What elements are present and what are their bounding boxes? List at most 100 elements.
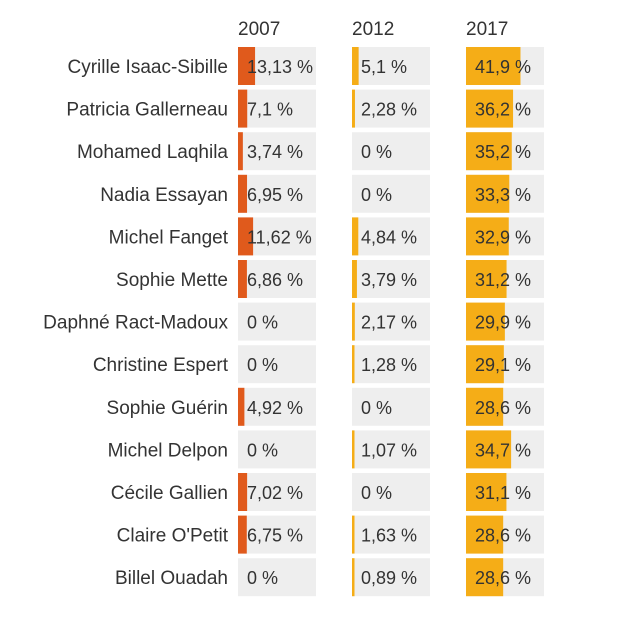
value-label-2007: 7,1 % <box>247 100 293 120</box>
value-label-2012: 0,89 % <box>361 568 417 588</box>
row-label: Patricia Gallerneau <box>66 100 228 121</box>
bar-2012 <box>352 515 355 554</box>
bar-2012 <box>352 430 355 469</box>
bar-2012 <box>352 217 359 256</box>
row-label: Nadia Essayan <box>100 185 228 206</box>
column-header-2012: 2012 <box>352 19 394 40</box>
bar-2007 <box>238 217 254 256</box>
bar-2007 <box>238 515 247 554</box>
bar-track-2012 <box>352 515 430 554</box>
value-label-2017: 28,6 % <box>475 568 531 588</box>
row-label: Cyrille Isaac-Sibille <box>68 57 229 78</box>
bar-2017 <box>466 430 512 469</box>
value-label-2012: 0 % <box>361 142 392 162</box>
value-label-2007: 0 % <box>247 313 278 333</box>
bar-2017 <box>466 515 504 554</box>
row-label: Michel Delpon <box>108 440 228 461</box>
bar-2017 <box>466 174 510 213</box>
value-label-2012: 5,1 % <box>361 57 407 77</box>
bar-2012 <box>352 47 359 85</box>
bar-track-2012 <box>352 260 430 298</box>
bar-track-2007 <box>238 89 316 128</box>
bar-2007 <box>238 89 248 128</box>
bar-track-2007 <box>238 260 316 298</box>
bar-track-2012 <box>352 174 430 213</box>
column-header-2017: 2017 <box>466 19 508 40</box>
value-label-2017: 28,6 % <box>475 526 531 546</box>
value-label-2017: 41,9 % <box>475 57 531 77</box>
value-label-2007: 3,74 % <box>247 142 303 162</box>
bar-track-2012 <box>352 217 430 256</box>
bar-2007 <box>238 387 245 426</box>
bar-track-2012 <box>352 473 430 511</box>
bar-track-2012 <box>352 132 430 171</box>
bar-track-2007 <box>238 515 316 554</box>
value-label-2012: 2,28 % <box>361 100 417 120</box>
value-label-2012: 1,07 % <box>361 440 417 460</box>
value-label-2007: 6,95 % <box>247 185 303 205</box>
value-label-2017: 28,6 % <box>475 398 531 418</box>
row-label: Claire O'Petit <box>117 526 229 547</box>
value-label-2007: 0 % <box>247 568 278 588</box>
bar-2012 <box>352 89 355 128</box>
value-label-2017: 31,1 % <box>475 483 531 503</box>
bar-2017 <box>466 217 509 256</box>
bar-2007 <box>238 473 248 511</box>
bar-2017 <box>466 473 507 511</box>
bar-track-2012 <box>352 430 430 469</box>
value-label-2007: 6,86 % <box>247 270 303 290</box>
row-label: Cécile Gallien <box>111 483 228 504</box>
row-label: Daphné Ract-Madoux <box>43 313 228 334</box>
bar-track-2012 <box>352 47 430 85</box>
row-label: Sophie Guérin <box>107 398 228 419</box>
value-label-2012: 3,79 % <box>361 270 417 290</box>
column-header-2007: 2007 <box>238 19 280 40</box>
bar-track-2007 <box>238 174 316 213</box>
value-label-2017: 33,3 % <box>475 185 531 205</box>
value-label-2007: 11,62 % <box>247 227 312 247</box>
value-label-2012: 1,28 % <box>361 355 417 375</box>
value-label-2012: 0 % <box>361 483 392 503</box>
value-label-2007: 7,02 % <box>247 483 303 503</box>
row-label: Michel Fanget <box>109 227 229 248</box>
bar-track-2007 <box>238 132 316 171</box>
value-label-2017: 36,2 % <box>475 100 531 120</box>
value-label-2012: 0 % <box>361 398 392 418</box>
bar-track-2012 <box>352 89 430 128</box>
bar-track-2007 <box>238 302 316 341</box>
value-label-2007: 4,92 % <box>247 398 303 418</box>
bar-2017 <box>466 387 504 426</box>
bar-track-2007 <box>238 473 316 511</box>
bar-2007 <box>238 260 247 298</box>
row-label: Sophie Mette <box>116 270 228 291</box>
bar-2017 <box>466 47 521 85</box>
bar-2007 <box>238 174 248 213</box>
value-label-2017: 35,2 % <box>475 142 531 162</box>
bar-2012 <box>352 260 357 298</box>
bar-track-2007 <box>238 387 316 426</box>
row-label: Mohamed Laqhila <box>77 142 228 163</box>
value-label-2012: 4,84 % <box>361 227 417 247</box>
row-label: Billel Ouadah <box>115 568 228 589</box>
bar-2007 <box>238 47 256 85</box>
value-label-2007: 0 % <box>247 440 278 460</box>
bar-2017 <box>466 302 505 341</box>
bar-2017 <box>466 558 504 597</box>
value-label-2012: 0 % <box>361 185 392 205</box>
bar-2017 <box>466 89 514 128</box>
bar-track-2007 <box>238 430 316 469</box>
bar-2007 <box>238 132 243 171</box>
bar-2017 <box>466 345 504 384</box>
bar-track-2012 <box>352 302 430 341</box>
value-label-2007: 0 % <box>247 355 278 375</box>
value-label-2007: 13,13 % <box>247 57 313 77</box>
value-label-2017: 31,2 % <box>475 270 531 290</box>
value-label-2017: 34,7 % <box>475 440 531 460</box>
bar-2012 <box>352 302 355 341</box>
value-label-2012: 2,17 % <box>361 313 417 333</box>
value-label-2012: 1,63 % <box>361 526 417 546</box>
bar-track-2012 <box>352 345 430 384</box>
bar-track-2007 <box>238 345 316 384</box>
bar-track-2012 <box>352 558 430 597</box>
